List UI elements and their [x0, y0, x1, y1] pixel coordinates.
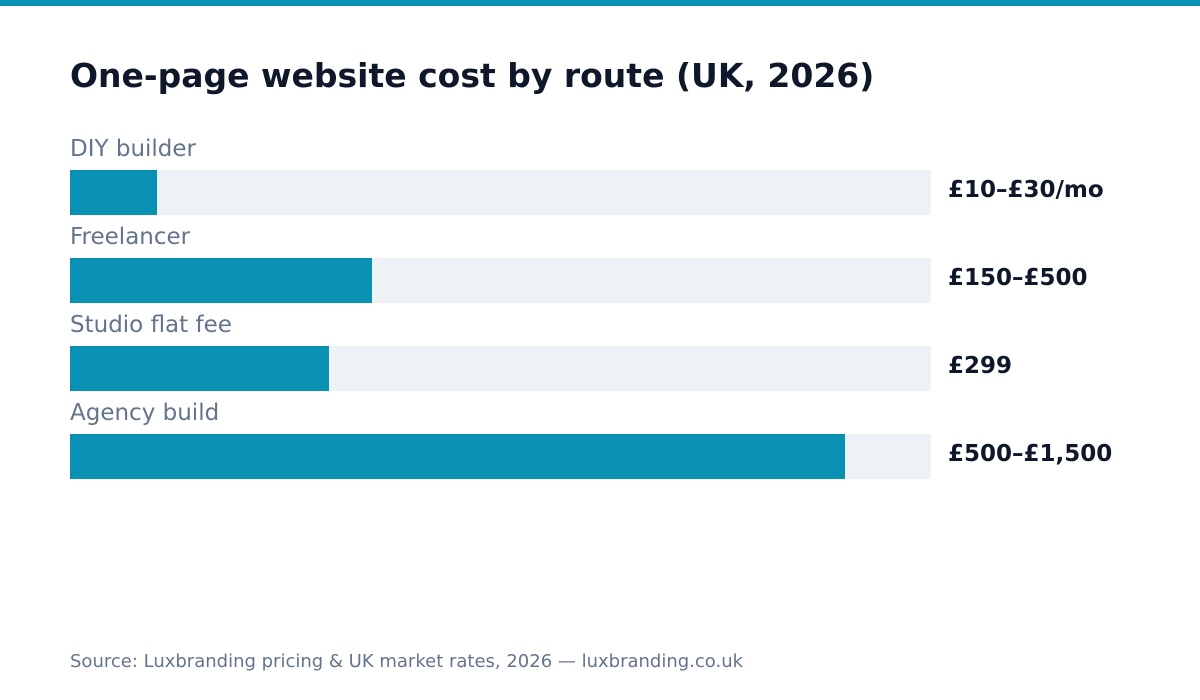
category-label: Studio flat fee	[70, 312, 232, 338]
bar-track	[70, 170, 931, 215]
category-label: Agency build	[70, 400, 220, 426]
category-label: Freelancer	[70, 224, 191, 250]
bar	[70, 346, 329, 391]
category-label: DIY builder	[70, 136, 197, 162]
value-label: £10–£30/mo	[948, 177, 1104, 203]
value-label: £500–£1,500	[948, 441, 1113, 467]
bar-track	[70, 434, 931, 479]
chart-title: One-page website cost by route (UK, 2026…	[70, 56, 875, 95]
value-label: £150–£500	[948, 265, 1088, 291]
bar	[70, 258, 372, 303]
bar-track	[70, 346, 931, 391]
bar	[70, 434, 845, 479]
source-note: Source: Luxbranding pricing & UK market …	[70, 651, 744, 672]
value-label: £299	[948, 353, 1013, 379]
bar	[70, 170, 157, 215]
bar-track	[70, 258, 931, 303]
top-accent-bar	[0, 0, 1200, 6]
